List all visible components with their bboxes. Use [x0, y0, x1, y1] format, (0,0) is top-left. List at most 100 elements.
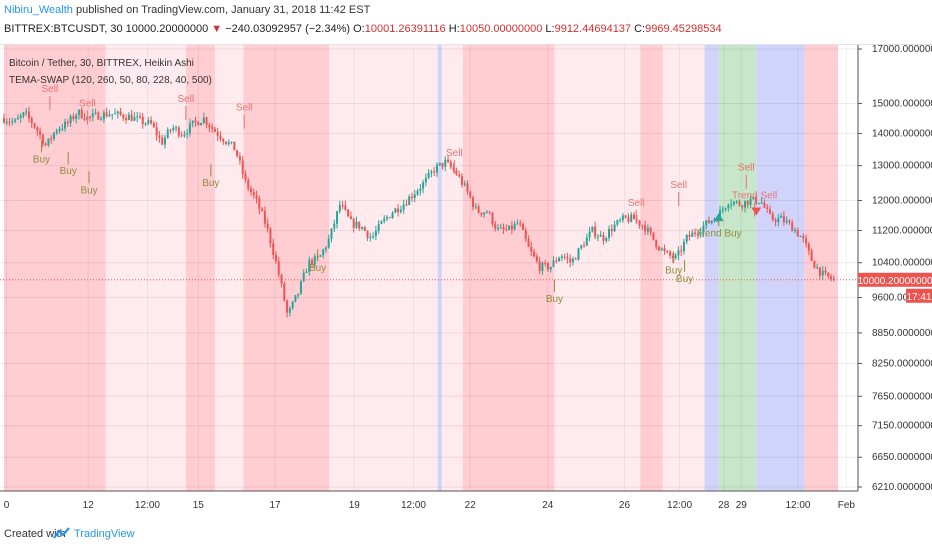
candle-body [286, 300, 289, 313]
candle-body [555, 260, 558, 262]
candle-body [691, 232, 694, 237]
sell-signal-label: Sell [628, 198, 645, 209]
price-chart[interactable]: 17000.00000000 15000.00000000 14000.000000… [0, 45, 932, 519]
candle-body [166, 129, 169, 138]
candle-body [158, 135, 161, 138]
signal-region [462, 45, 555, 491]
candle-body [39, 131, 42, 135]
open-label: O: [353, 23, 365, 35]
candle-body [205, 117, 208, 125]
x-tick-label: Feb [838, 500, 856, 511]
candle-body [768, 208, 771, 214]
candle-body [108, 114, 111, 117]
candle-body [807, 243, 810, 251]
candle-body [791, 222, 794, 232]
candle-body [549, 266, 552, 270]
x-tick-label: 26 [619, 500, 631, 511]
y-tick-label: 6210.00000000 [872, 482, 932, 493]
candle-body [616, 220, 619, 225]
candle-body [644, 225, 647, 232]
candle-body [449, 161, 452, 168]
candle-body [583, 245, 586, 247]
candle-body [677, 250, 680, 256]
candle-body [280, 274, 283, 284]
candle-body [566, 257, 569, 259]
candle-body [633, 214, 636, 220]
signal-region [441, 45, 463, 491]
candle-body [327, 238, 330, 248]
candle-body [805, 238, 808, 244]
candle-body [388, 217, 391, 219]
candle-body [416, 190, 419, 195]
candle-body [319, 255, 322, 257]
candle-body [311, 259, 314, 265]
candle-body [741, 205, 744, 208]
trend-up-triangle-icon [713, 213, 724, 222]
candle-body [333, 223, 336, 229]
candle-body [247, 179, 250, 189]
candle-body [558, 257, 561, 262]
sell-signal-label: Sell [177, 94, 194, 105]
candle-body [244, 173, 247, 180]
candle-body [585, 237, 588, 246]
candle-body [477, 206, 480, 213]
candle-body [746, 200, 749, 205]
candle-body [430, 171, 433, 173]
y-tick-label: 8850.00000000 [872, 328, 932, 339]
candle-body [361, 227, 364, 229]
publish-line: Nibiru_Wealth published on TradingView.c… [4, 4, 370, 16]
header-divider [0, 44, 932, 45]
candle-body [14, 119, 17, 122]
candle-body [385, 217, 388, 219]
candle-body [338, 205, 341, 212]
candle-body [480, 212, 483, 215]
footer: Created with TradingView [0, 520, 932, 550]
candle-body [813, 260, 816, 269]
x-tick-label: 12 [83, 500, 95, 511]
signal-region [105, 45, 186, 491]
candle-body [394, 208, 397, 213]
current-price-tag [858, 272, 932, 287]
candle-body [830, 276, 833, 279]
signal-region [554, 45, 641, 491]
candle-body [541, 262, 544, 271]
candle-body [169, 129, 172, 131]
candle-body [127, 114, 130, 121]
candle-body [671, 255, 674, 259]
candle-body [130, 114, 133, 121]
candle-body [313, 256, 316, 265]
candle-body [233, 141, 236, 151]
trend-down-triangle-icon [751, 207, 762, 216]
buy-signal-label: Buy [665, 265, 682, 276]
indicator-legend[interactable]: TEMA-SWAP (120, 260, 50, 80, 228, 40, 50… [9, 75, 212, 86]
buy-signal-label: Trend Buy [696, 228, 742, 239]
symbol-label: BITTREX:BTCUSDT, 30 [4, 23, 123, 35]
countdown-tag [906, 288, 932, 303]
candle-body [649, 227, 652, 233]
y-tick-label: 10400.00000000 [872, 258, 932, 269]
x-tick-label: 17 [269, 500, 281, 511]
candle-body [297, 293, 300, 296]
candle-body [66, 121, 69, 124]
candle-body [782, 215, 785, 223]
publish-header: Nibiru_Wealth published on TradingView.c… [0, 0, 932, 44]
signal-region [704, 45, 719, 491]
tradingview-brand[interactable]: TradingView [74, 528, 135, 540]
candle-body [802, 236, 805, 239]
candle-body [22, 112, 25, 116]
candle-body [55, 130, 58, 133]
x-tick-label: 12:00 [785, 500, 810, 511]
signal-region [718, 45, 757, 491]
candle-body [27, 111, 30, 119]
candle-body [485, 212, 488, 214]
candle-body [183, 134, 186, 136]
author-link[interactable]: Nibiru_Wealth [4, 4, 73, 16]
candle-body [727, 205, 730, 209]
candle-body [546, 263, 549, 270]
candle-body [538, 261, 541, 271]
candle-body [269, 228, 272, 244]
candle-body [138, 116, 141, 118]
candle-body [752, 196, 755, 199]
candle-body [52, 132, 55, 139]
y-tick-label: 7150.00000000 [872, 421, 932, 432]
